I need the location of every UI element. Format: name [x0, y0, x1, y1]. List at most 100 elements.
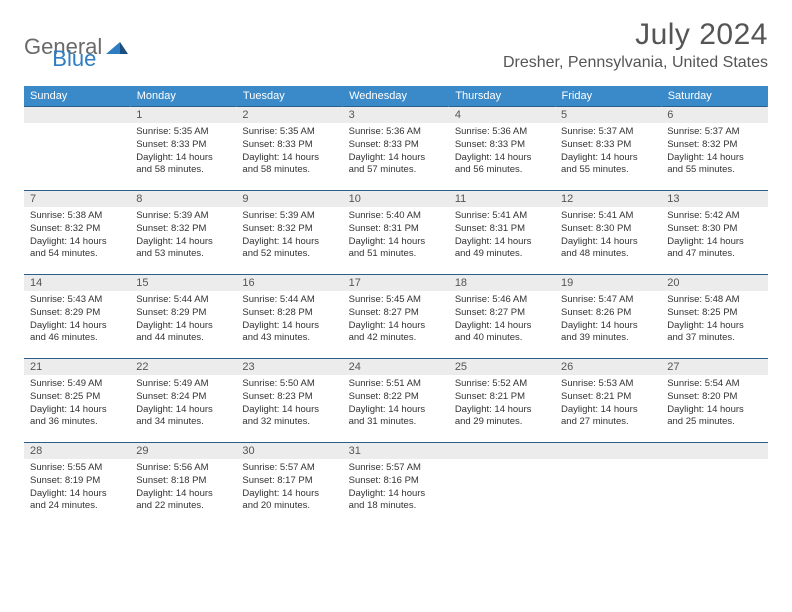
calendar-day-cell: 14Sunrise: 5:43 AMSunset: 8:29 PMDayligh… — [24, 275, 130, 359]
day-details: Sunrise: 5:53 AMSunset: 8:21 PMDaylight:… — [555, 375, 661, 433]
sunrise-text: Sunrise: 5:45 AM — [349, 294, 443, 307]
day-number: 29 — [130, 443, 236, 459]
daylight-text: Daylight: 14 hours and 55 minutes. — [667, 152, 761, 178]
day-number: 28 — [24, 443, 130, 459]
sunset-text: Sunset: 8:27 PM — [455, 307, 549, 320]
daylight-text: Daylight: 14 hours and 44 minutes. — [136, 320, 230, 346]
daylight-text: Daylight: 14 hours and 52 minutes. — [242, 236, 336, 262]
sunset-text: Sunset: 8:32 PM — [136, 223, 230, 236]
day-number: 3 — [343, 107, 449, 123]
sunrise-text: Sunrise: 5:46 AM — [455, 294, 549, 307]
sunrise-text: Sunrise: 5:57 AM — [242, 462, 336, 475]
sunset-text: Sunset: 8:33 PM — [136, 139, 230, 152]
sunset-text: Sunset: 8:19 PM — [30, 475, 124, 488]
sunset-text: Sunset: 8:18 PM — [136, 475, 230, 488]
sunrise-text: Sunrise: 5:47 AM — [561, 294, 655, 307]
weekday-tuesday: Tuesday — [236, 86, 342, 107]
daylight-text: Daylight: 14 hours and 42 minutes. — [349, 320, 443, 346]
sunrise-text: Sunrise: 5:35 AM — [242, 126, 336, 139]
sunset-text: Sunset: 8:25 PM — [30, 391, 124, 404]
calendar-day-cell: 7 Sunrise: 5:38 AMSunset: 8:32 PMDaylight… — [24, 191, 130, 275]
sunrise-text: Sunrise: 5:54 AM — [667, 378, 761, 391]
day-number: 27 — [661, 359, 767, 375]
day-details: Sunrise: 5:51 AMSunset: 8:22 PMDaylight:… — [343, 375, 449, 433]
day-number-empty — [661, 443, 767, 459]
day-number: 13 — [661, 191, 767, 207]
sunset-text: Sunset: 8:33 PM — [561, 139, 655, 152]
calendar-day-cell: 6Sunrise: 5:37 AMSunset: 8:32 PMDaylight… — [661, 107, 767, 191]
calendar-day-cell: 13Sunrise: 5:42 AMSunset: 8:30 PMDayligh… — [661, 191, 767, 275]
calendar-page: General Blue July 2024 Dresher, Pennsylv… — [0, 0, 792, 545]
day-number: 8 — [130, 191, 236, 207]
calendar-day-cell: 8Sunrise: 5:39 AMSunset: 8:32 PMDaylight… — [130, 191, 236, 275]
sunset-text: Sunset: 8:24 PM — [136, 391, 230, 404]
calendar-day-cell: 18Sunrise: 5:46 AMSunset: 8:27 PMDayligh… — [449, 275, 555, 359]
sunset-text: Sunset: 8:30 PM — [667, 223, 761, 236]
daylight-text: Daylight: 14 hours and 25 minutes. — [667, 404, 761, 430]
day-details: Sunrise: 5:36 AMSunset: 8:33 PMDaylight:… — [343, 123, 449, 181]
calendar-day-cell: 31Sunrise: 5:57 AMSunset: 8:16 PMDayligh… — [343, 443, 449, 527]
calendar-day-cell: 5Sunrise: 5:37 AMSunset: 8:33 PMDaylight… — [555, 107, 661, 191]
day-number: 4 — [449, 107, 555, 123]
calendar-day-cell: 20Sunrise: 5:48 AMSunset: 8:25 PMDayligh… — [661, 275, 767, 359]
sunrise-text: Sunrise: 5:42 AM — [667, 210, 761, 223]
day-details: Sunrise: 5:56 AMSunset: 8:18 PMDaylight:… — [130, 459, 236, 517]
weekday-saturday: Saturday — [661, 86, 767, 107]
calendar-body: 1Sunrise: 5:35 AMSunset: 8:33 PMDaylight… — [24, 107, 768, 527]
sunset-text: Sunset: 8:26 PM — [561, 307, 655, 320]
sunrise-text: Sunrise: 5:38 AM — [30, 210, 124, 223]
calendar-day-cell — [24, 107, 130, 191]
day-details: Sunrise: 5:52 AMSunset: 8:21 PMDaylight:… — [449, 375, 555, 433]
daylight-text: Daylight: 14 hours and 18 minutes. — [349, 488, 443, 514]
day-number: 10 — [343, 191, 449, 207]
sunset-text: Sunset: 8:32 PM — [30, 223, 124, 236]
day-details: Sunrise: 5:54 AMSunset: 8:20 PMDaylight:… — [661, 375, 767, 433]
sunrise-text: Sunrise: 5:51 AM — [349, 378, 443, 391]
calendar-week-row: 7Sunrise: 5:38 AMSunset: 8:32 PMDaylight… — [24, 191, 768, 275]
day-details: Sunrise: 5:48 AMSunset: 8:25 PMDaylight:… — [661, 291, 767, 349]
calendar-day-cell — [449, 443, 555, 527]
day-number: 15 — [130, 275, 236, 291]
weekday-monday: Monday — [130, 86, 236, 107]
day-details: Sunrise: 5:37 AMSunset: 8:32 PMDaylight:… — [661, 123, 767, 181]
day-number: 31 — [343, 443, 449, 459]
day-number: 17 — [343, 275, 449, 291]
title-block: July 2024 Dresher, Pennsylvania, United … — [503, 18, 768, 72]
day-number: 18 — [449, 275, 555, 291]
day-details: Sunrise: 5:35 AMSunset: 8:33 PMDaylight:… — [236, 123, 342, 181]
day-number: 25 — [449, 359, 555, 375]
sunrise-text: Sunrise: 5:37 AM — [667, 126, 761, 139]
daylight-text: Daylight: 14 hours and 43 minutes. — [242, 320, 336, 346]
sunset-text: Sunset: 8:23 PM — [242, 391, 336, 404]
daylight-text: Daylight: 14 hours and 24 minutes. — [30, 488, 124, 514]
sunrise-text: Sunrise: 5:52 AM — [455, 378, 549, 391]
calendar-day-cell: 26Sunrise: 5:53 AMSunset: 8:21 PMDayligh… — [555, 359, 661, 443]
sunrise-text: Sunrise: 5:44 AM — [136, 294, 230, 307]
calendar-week-row: 14Sunrise: 5:43 AMSunset: 8:29 PMDayligh… — [24, 275, 768, 359]
daylight-text: Daylight: 14 hours and 51 minutes. — [349, 236, 443, 262]
location-label: Dresher, Pennsylvania, United States — [503, 54, 768, 72]
calendar-day-cell: 15Sunrise: 5:44 AMSunset: 8:29 PMDayligh… — [130, 275, 236, 359]
weekday-thursday: Thursday — [449, 86, 555, 107]
daylight-text: Daylight: 14 hours and 54 minutes. — [30, 236, 124, 262]
sunset-text: Sunset: 8:33 PM — [349, 139, 443, 152]
day-details: Sunrise: 5:50 AMSunset: 8:23 PMDaylight:… — [236, 375, 342, 433]
day-number: 7 — [24, 191, 130, 207]
day-number: 30 — [236, 443, 342, 459]
calendar-day-cell: 22Sunrise: 5:49 AMSunset: 8:24 PMDayligh… — [130, 359, 236, 443]
day-number: 24 — [343, 359, 449, 375]
day-number: 26 — [555, 359, 661, 375]
weekday-friday: Friday — [555, 86, 661, 107]
sunset-text: Sunset: 8:28 PM — [242, 307, 336, 320]
calendar-day-cell: 9Sunrise: 5:39 AMSunset: 8:32 PMDaylight… — [236, 191, 342, 275]
calendar-day-cell: 10Sunrise: 5:40 AMSunset: 8:31 PMDayligh… — [343, 191, 449, 275]
day-details: Sunrise: 5:55 AMSunset: 8:19 PMDaylight:… — [24, 459, 130, 517]
sunrise-text: Sunrise: 5:41 AM — [561, 210, 655, 223]
logo-mark-icon — [106, 36, 128, 59]
day-number: 23 — [236, 359, 342, 375]
sunset-text: Sunset: 8:20 PM — [667, 391, 761, 404]
sunrise-text: Sunrise: 5:35 AM — [136, 126, 230, 139]
day-number: 2 — [236, 107, 342, 123]
day-number: 22 — [130, 359, 236, 375]
logo-text-blue: Blue — [52, 46, 96, 72]
